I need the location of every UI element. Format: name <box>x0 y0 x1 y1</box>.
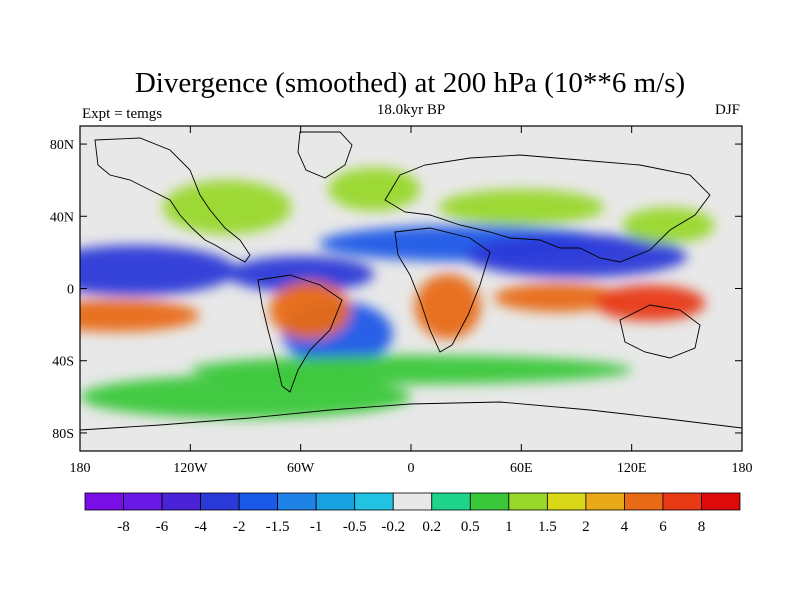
chart-title: Divergence (smoothed) at 200 hPa (10**6 … <box>135 67 685 99</box>
colorbar-swatch <box>392 492 433 511</box>
experiment-label: Expt = temgs <box>82 106 162 122</box>
field-region <box>594 284 706 322</box>
season-label: DJF <box>715 102 740 118</box>
field-region <box>162 180 292 235</box>
field-region <box>80 299 200 332</box>
colorbar-swatch <box>469 492 510 511</box>
coastline-antarctica <box>80 401 742 431</box>
colorbar-label: -0.5 <box>343 519 367 535</box>
period-label: 18.0kyr BP <box>377 102 445 118</box>
coastline-eurasia <box>384 154 711 263</box>
x-tick-label: 0 <box>408 461 415 476</box>
x-axis: 180 120W 60W 0 60E 120E 180 <box>70 126 753 476</box>
x-tick-label: 180 <box>70 461 91 476</box>
field-region <box>493 283 623 312</box>
colorbar-swatch <box>277 492 317 511</box>
field-blobs <box>80 167 715 419</box>
field-region <box>269 281 351 340</box>
colorbar-swatch <box>701 492 741 511</box>
coastline-north-america <box>94 137 251 263</box>
colorbar-swatch <box>354 492 394 511</box>
colorbar-swatch <box>546 492 587 511</box>
colorbar-label: -1.5 <box>266 519 290 535</box>
coastline-australia <box>619 304 701 359</box>
colorbar: -8 -6 -4 -2 -1.5 -1 -0.5 -0.2 0.2 0.5 1 1.5 2 4 6 8 <box>84 492 741 535</box>
colorbar-label: 2 <box>582 519 590 535</box>
field-region <box>80 245 237 296</box>
colorbar-label: -0.2 <box>381 519 405 535</box>
colorbar-swatch <box>431 492 471 511</box>
colorbar-swatch <box>315 492 356 511</box>
colorbar-label: 8 <box>698 519 706 535</box>
colorbar-label: -4 <box>194 519 207 535</box>
colorbar-label: 4 <box>621 519 629 535</box>
colorbar-label: 1.5 <box>538 519 557 535</box>
colorbar-label: -1 <box>310 519 323 535</box>
x-tick-label: 60W <box>287 461 315 476</box>
y-tick-label: 80S <box>52 427 74 442</box>
y-axis: 80N 40N 0 40S 80S <box>50 138 742 442</box>
colorbar-swatch <box>238 492 279 511</box>
colorbar-label: 0.2 <box>422 519 441 535</box>
y-tick-label: 40S <box>52 355 74 370</box>
colorbar-swatch <box>200 492 240 511</box>
colorbar-label: -2 <box>233 519 246 535</box>
y-tick-label: 40N <box>50 210 74 225</box>
field-region <box>328 167 421 211</box>
x-tick-label: 180 <box>732 461 753 476</box>
field-region <box>80 375 411 419</box>
y-tick-label: 0 <box>67 283 74 298</box>
colorbar-label: 0.5 <box>461 519 480 535</box>
colorbar-swatch <box>624 492 664 511</box>
colorbar-swatch <box>161 492 201 511</box>
field-region <box>227 255 375 293</box>
field-region <box>622 207 715 244</box>
field-region <box>438 189 605 226</box>
coastlines <box>80 131 742 431</box>
y-tick-label: 80N <box>50 138 74 153</box>
coastline-africa <box>394 227 491 353</box>
colorbar-label: -6 <box>156 519 169 535</box>
x-tick-label: 120W <box>173 461 208 476</box>
colorbar-label: -8 <box>117 519 130 535</box>
colorbar-swatch <box>662 492 702 511</box>
field-region <box>466 234 687 278</box>
coastline-greenland <box>297 131 353 179</box>
colorbar-swatch <box>123 492 163 511</box>
colorbar-swatch <box>508 492 548 511</box>
colorbar-swatch <box>84 492 124 511</box>
x-tick-label: 120E <box>617 461 647 476</box>
colorbar-label: 1 <box>505 519 513 535</box>
x-tick-label: 60E <box>510 461 533 476</box>
divergence-field <box>80 126 742 451</box>
colorbar-label: 6 <box>659 519 667 535</box>
colorbar-swatch <box>585 492 625 511</box>
coastline-south-america <box>257 274 343 393</box>
